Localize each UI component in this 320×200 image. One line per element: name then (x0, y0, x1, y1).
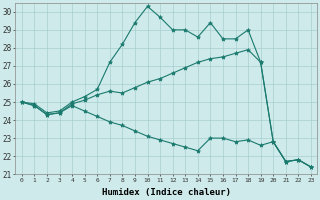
X-axis label: Humidex (Indice chaleur): Humidex (Indice chaleur) (102, 188, 231, 197)
